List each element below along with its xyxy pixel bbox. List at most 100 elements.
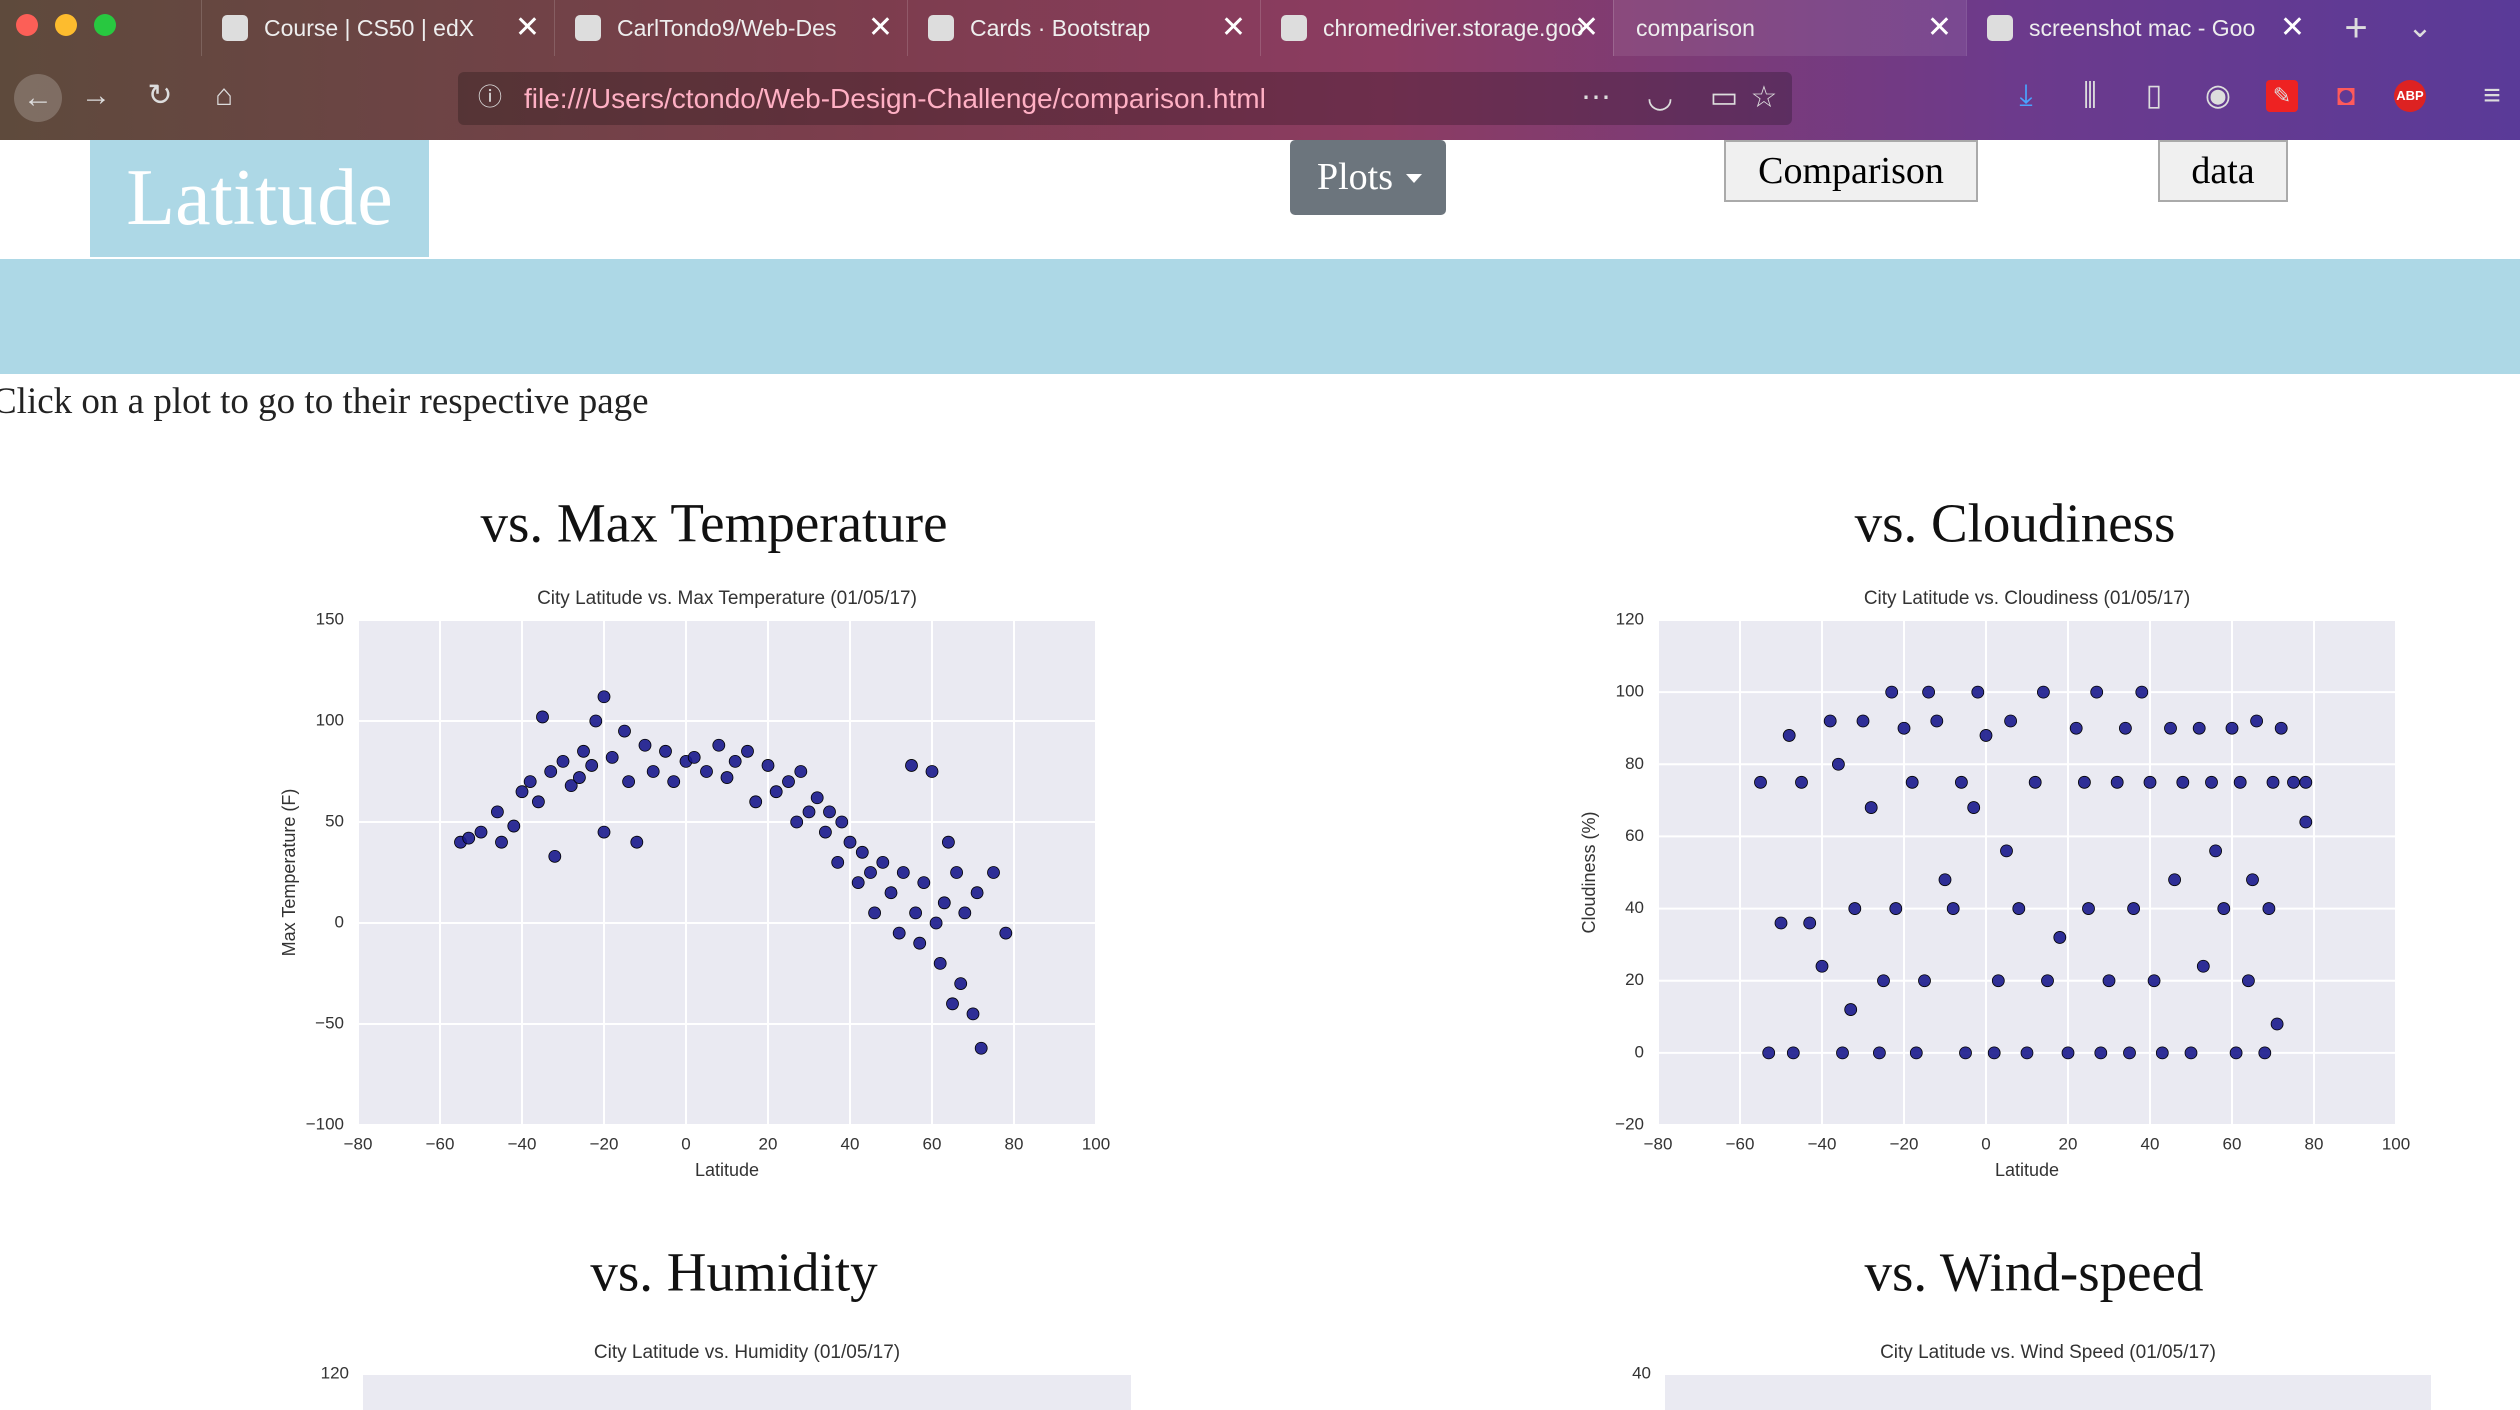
chart-title: City Latitude vs. Cloudiness (01/05/17) — [1864, 588, 2190, 609]
page-actions[interactable]: ⋯ — [1581, 81, 1611, 114]
home-button[interactable]: ⌂ — [214, 79, 234, 112]
data-point — [987, 866, 1000, 879]
data-button[interactable]: data — [2158, 140, 2288, 202]
x-tick-label: −40 — [1808, 1134, 1837, 1153]
reload-button[interactable]: ↻ — [147, 79, 173, 112]
data-point — [2229, 1046, 2243, 1060]
data-point — [2250, 714, 2264, 728]
tab[interactable]: Course | CS50 | edX ✕ — [201, 0, 554, 56]
x-tick-label: 20 — [2059, 1134, 2078, 1153]
tab[interactable]: CarlTondo9/Web-Des ✕ — [554, 0, 907, 56]
data-point — [2164, 721, 2177, 735]
tab-close[interactable]: ✕ — [2279, 11, 2305, 44]
pen-extension[interactable]: ✎ — [2266, 80, 2298, 112]
data-point — [712, 738, 726, 752]
data-point — [2143, 775, 2157, 789]
url-bar[interactable]: ⓘ file:///Users/ctondo/Web-Design-Challe… — [458, 72, 1792, 125]
x-tick-label: −20 — [590, 1134, 619, 1153]
plots-label: Plots — [1316, 156, 1394, 198]
tab-close[interactable]: ✕ — [1573, 11, 1599, 44]
data-point — [905, 759, 918, 772]
data-point — [2110, 775, 2124, 789]
data-point — [2209, 844, 2223, 858]
x-tick-label: −20 — [1890, 1134, 1919, 1153]
zoom-button[interactable] — [94, 14, 116, 36]
sidebar-icon[interactable]: ▯ — [2145, 79, 2163, 112]
data-point — [741, 744, 754, 758]
downloads-icon[interactable]: ⤓ — [2019, 79, 2033, 112]
data-point — [1856, 714, 1870, 728]
data-point — [548, 849, 562, 863]
data-point — [761, 759, 775, 772]
data-point — [577, 744, 590, 758]
tab[interactable]: Cards · Bootstrap ✕ — [907, 0, 1260, 56]
data-point — [597, 825, 611, 839]
adblock-icon[interactable]: ABP — [2394, 80, 2426, 112]
minimize-button[interactable] — [55, 14, 77, 36]
data-point — [1987, 1046, 2001, 1060]
brand[interactable]: Latitude — [90, 140, 429, 257]
tab-title: CarlTondo9/Web-Des — [617, 15, 837, 41]
account-icon[interactable]: ◉ — [2204, 79, 2232, 112]
data-point — [958, 906, 972, 920]
forward-button[interactable]: → — [81, 79, 111, 112]
tab-menu[interactable]: ⌄ — [2407, 11, 2433, 44]
data-point — [896, 866, 910, 879]
plot-area — [363, 1374, 1131, 1410]
tab[interactable]: comparison ✕ — [1613, 0, 1966, 56]
data-point — [1832, 757, 1845, 771]
y-tick-label: −20 — [1615, 1114, 1644, 1133]
data-point — [597, 690, 611, 704]
y-tick-label: 100 — [316, 710, 344, 729]
tab-title: comparison — [1636, 15, 1755, 41]
data-point — [630, 835, 644, 849]
data-point — [868, 906, 881, 920]
data-point — [831, 856, 845, 869]
data-point — [585, 759, 599, 772]
data-point — [974, 1041, 988, 1055]
close-button[interactable] — [16, 14, 38, 36]
extension-icon[interactable]: ▭ — [1709, 81, 1739, 114]
data-point — [843, 835, 857, 849]
data-point — [495, 835, 508, 849]
data-point — [523, 775, 537, 788]
data-point — [2118, 721, 2132, 735]
data-point — [835, 815, 849, 829]
data-point — [2287, 775, 2300, 789]
plots-dropdown[interactable]: Plots — [1290, 140, 1446, 215]
info-icon[interactable]: ⓘ — [478, 84, 502, 111]
tab-close[interactable]: ✕ — [1220, 11, 1246, 44]
tab-close[interactable]: ✕ — [1926, 11, 1952, 44]
bookmark-star[interactable]: ☆ — [1750, 81, 1778, 114]
new-tab[interactable]: + — [2344, 6, 2368, 50]
tab[interactable]: chromedriver.storage.goo ✕ — [1260, 0, 1613, 56]
data-point — [1795, 775, 1808, 789]
x-tick-label: 60 — [923, 1134, 942, 1153]
data-point — [1938, 873, 1952, 887]
x-tick-label: 40 — [841, 1134, 860, 1153]
tab-close[interactable]: ✕ — [514, 11, 540, 44]
menu-icon[interactable]: ≡ — [2483, 79, 2501, 112]
data-point — [823, 805, 836, 819]
data-point — [462, 831, 476, 845]
library-icon[interactable]: ⫼ — [2083, 79, 2097, 112]
data-point — [1946, 902, 1960, 915]
tab-icon — [928, 15, 954, 41]
y-axis-label: Cloudiness (%) — [1579, 811, 1599, 933]
tab[interactable]: screenshot mac - Goo ✕ — [1966, 0, 2319, 56]
data-point — [2094, 1046, 2108, 1060]
data-point — [622, 775, 635, 788]
data-point — [929, 916, 943, 930]
data-point — [2020, 1046, 2034, 1060]
data-point — [2258, 1046, 2272, 1060]
tab-close[interactable]: ✕ — [867, 11, 893, 44]
data-point — [2262, 902, 2276, 915]
comparison-button[interactable]: Comparison — [1724, 140, 1978, 202]
x-tick-label: −80 — [1644, 1134, 1673, 1153]
plot-area — [1658, 620, 2396, 1125]
screenshot-icon[interactable]: ◘ — [2336, 79, 2356, 112]
back-button[interactable]: ← — [14, 74, 62, 122]
y-tick-label: 80 — [1625, 754, 1644, 773]
data-point — [1971, 685, 1985, 699]
pocket-icon[interactable]: ◡ — [1646, 81, 1674, 114]
